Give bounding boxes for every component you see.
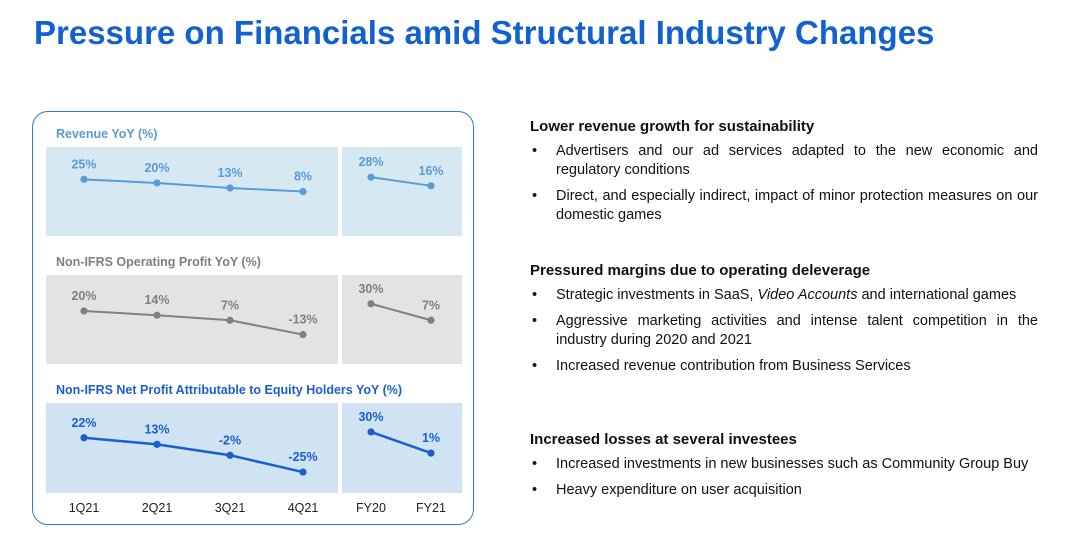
operating-quarterly-data-label: 14% [144,293,169,307]
operating-annual-line [370,302,432,322]
net-quarterly-point [153,440,161,448]
net-quarterly-point [226,451,234,459]
x-tick-label: 1Q21 [69,501,100,515]
page-title: Pressure on Financials amid Structural I… [34,14,935,51]
operating-quarterly-line [83,309,304,336]
operating-quarterly-point [153,311,161,319]
net-annual-point [367,428,375,436]
revenue-panel-annual-bg [342,147,462,236]
net-quarterly-data-label: 22% [71,416,96,430]
net-quarterly-point [299,468,307,476]
x-tick-label: FY21 [416,501,446,515]
revenue-quarterly-data-label: 20% [144,161,169,175]
net-panel-quarterly-bg [46,403,338,493]
x-tick-label: 3Q21 [215,501,246,515]
revenue-quarterly-data-label: 8% [294,170,312,184]
section-losses: Increased losses at several investees • I… [530,430,1038,507]
bullet-item: • Direct, and especially indirect, impact… [530,187,1038,225]
revenue-quarterly-point [299,187,307,196]
bullet-dot: • [532,313,538,329]
revenue-quarterly-data-label: 25% [71,157,96,171]
bullet-text: Strategic investments in SaaS, Video Acc… [556,287,1017,303]
bullet-text: Aggressive marketing activities and inte… [556,313,1038,348]
net-quarterly-line [83,436,304,474]
operating-annual-point [427,316,435,324]
net-annual-line [370,430,432,455]
net-panel-annual-bg [342,403,462,493]
section-heading: Lower revenue growth for sustainability [530,118,815,135]
operating-quarterly-data-label: 20% [71,289,96,303]
revenue-quarterly-line [83,178,304,193]
revenue-quarterly-point [226,184,234,192]
revenue-quarterly-data-label: 13% [217,166,242,180]
bullet-text: Increased investments in new businesses … [556,456,1029,472]
bullet-item: • Strategic investments in SaaS, Video Ac… [530,286,1038,305]
bullet-text: Increased revenue contribution from Busi… [556,358,911,374]
operating-panel-quarterly-bg [46,275,338,364]
x-tick-label: 4Q21 [288,501,319,515]
revenue-quarterly-point [80,175,88,183]
bullet-text: Advertisers and our ad services adapted … [556,143,1038,178]
bullet-dot: • [532,188,538,204]
revenue-quarterly-point [153,179,161,187]
net-quarterly-data-label: -25% [288,450,317,464]
revenue-annual-point [427,182,435,190]
operating-quarterly-data-label: -13% [288,313,317,327]
net-annual-data-label: 30% [358,410,383,424]
bullet-dot: • [532,358,538,374]
operating-panel-annual-bg [342,275,462,364]
yoy-line-charts: Revenue YoY (%) Non-IFRS Operating Profi… [46,127,462,515]
section-margins: Pressured margins due to operating delev… [530,261,1038,383]
section-heading: Pressured margins due to operating delev… [530,262,871,279]
operating-quarterly-point [299,331,307,339]
revenue-series-title: Revenue YoY (%) [56,127,157,141]
revenue-annual-data-label: 28% [358,155,383,169]
net-annual-data-label: 1% [422,431,440,445]
bullet-dot: • [532,456,538,472]
bullet-item: • Advertisers and our ad services adapted… [530,142,1038,180]
bullet-dot: • [532,143,538,159]
bullet-item: • Heavy expenditure on user acquisition [530,481,1038,500]
net-annual-point [427,449,435,457]
bullet-item: • Increased revenue contribution from Bus… [530,357,1038,376]
operating-quarterly-data-label: 7% [221,298,239,312]
bullet-item: • Increased investments in new businesses… [530,455,1038,474]
x-tick-label: 2Q21 [142,501,173,515]
operating-annual-data-label: 30% [358,282,383,296]
operating-quarterly-point [226,316,234,324]
operating-quarterly-point [80,307,88,315]
italic-text: Video Accounts [757,287,858,303]
revenue-annual-data-label: 16% [418,164,443,178]
net-quarterly-point [80,434,88,442]
revenue-annual-point [367,173,375,181]
operating-annual-point [367,300,375,308]
operating-annual-data-label: 7% [422,298,440,312]
net-quarterly-data-label: -2% [219,433,241,447]
chart-frame [32,111,474,525]
bullet-dot: • [532,287,538,303]
operating-series-title: Non-IFRS Operating Profit YoY (%) [56,255,261,269]
x-tick-label: FY20 [356,501,386,515]
section-heading: Increased losses at several investees [530,431,797,448]
bullet-text: Direct, and especially indirect, impact … [556,188,1038,223]
bullet-item: • Aggressive marketing activities and int… [530,312,1038,350]
section-revenue: Lower revenue growth for sustainability … [530,117,1038,232]
revenue-annual-line [370,176,432,187]
bullet-dot: • [532,482,538,498]
net-series-title: Non-IFRS Net Profit Attributable to Equi… [56,383,402,397]
net-quarterly-data-label: 13% [144,422,169,436]
bullet-text: Heavy expenditure on user acquisition [556,482,802,498]
